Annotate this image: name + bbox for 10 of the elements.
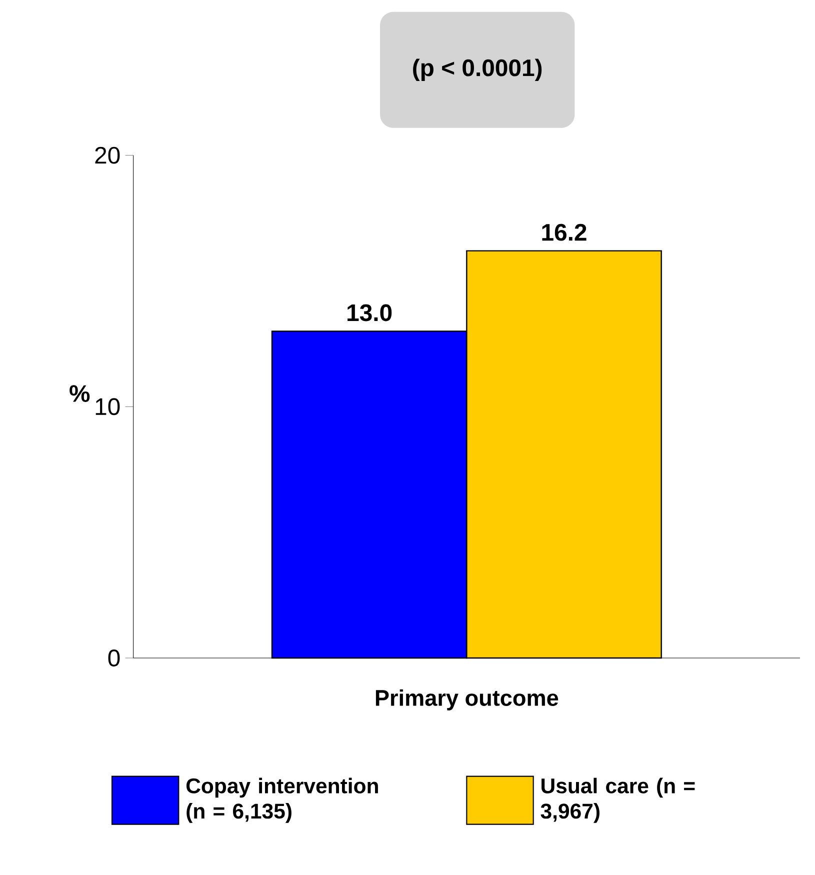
legend-label: Usual care (n = 3,967)	[540, 778, 695, 823]
legend-label: Copay intervention (n = 6,135)	[186, 778, 378, 823]
y-tick-label: 0	[108, 650, 120, 666]
data-label: 13.0	[348, 304, 392, 322]
y-tick-label: 10	[96, 398, 120, 416]
y-tick-label: 20	[95, 146, 120, 164]
text: (p < 0.0001)	[413, 58, 542, 82]
x-tick-label: Primary outcome	[376, 689, 558, 710]
data-label: 16.2	[542, 224, 586, 241]
y-axis-title: %	[70, 385, 90, 402]
